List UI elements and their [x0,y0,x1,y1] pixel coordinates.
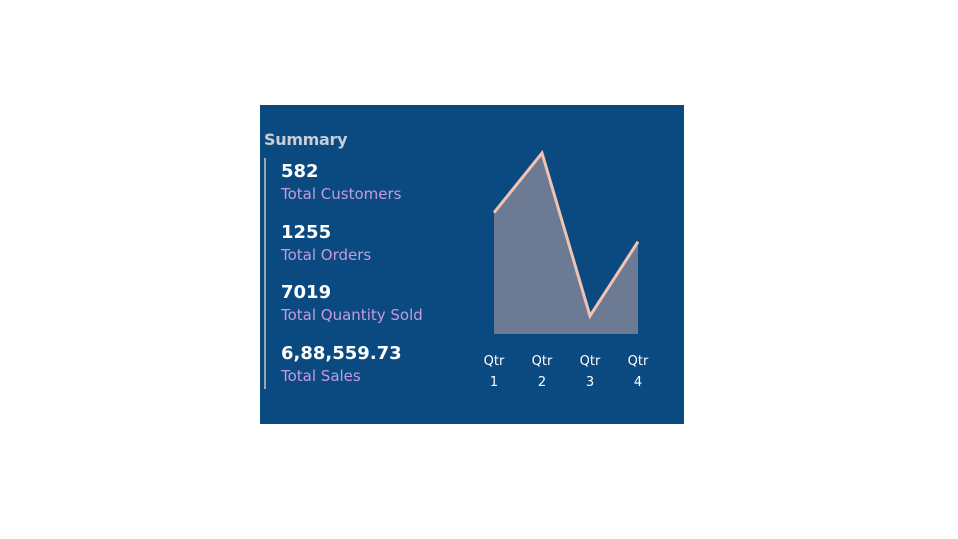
kpi-label: Total Sales [281,367,361,385]
kpi-value: 6,88,559.73 [281,343,402,364]
x-tick-label: 4 [634,375,642,390]
kpi-value: 582 [281,161,319,182]
x-tick-label: Qtr [484,354,505,369]
x-tick-label: Qtr [628,354,649,369]
summary-card: Summary 582 Total Customers 1255 Total O… [260,105,684,424]
x-tick-label: 2 [538,375,546,390]
area-fill [494,153,638,334]
card-title: Summary [264,130,348,149]
kpi-value: 1255 [281,222,332,243]
x-tick-label: Qtr [532,354,553,369]
kpi-label: Total Orders [281,246,372,264]
kpi-label: Total Customers [281,185,402,203]
kpi-total-orders: 1255 Total Orders [281,222,371,265]
kpi-list: 582 Total Customers 1255 Total Orders 70… [264,158,476,389]
kpi-value: 7019 [281,282,332,303]
x-tick-label: 3 [586,375,594,390]
kpi-total-sales: 6,88,559.73 Total Sales [281,343,402,386]
kpi-total-customers: 582 Total Customers [281,161,401,204]
kpi-label: Total Quantity Sold [281,306,423,324]
series-line [492,149,640,320]
x-tick-label: Qtr [580,354,601,369]
kpi-total-quantity-sold: 7019 Total Quantity Sold [281,282,423,325]
x-tick-label: 1 [490,375,498,390]
quarterly-area-chart: Qtr 1 Qtr 2 Qtr 3 Qtr 4 [484,149,649,390]
